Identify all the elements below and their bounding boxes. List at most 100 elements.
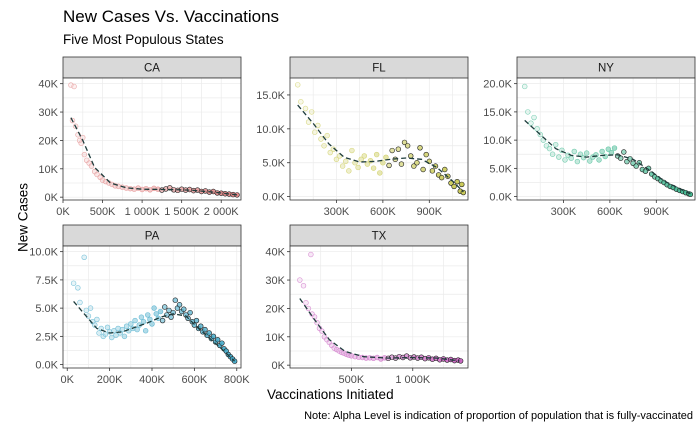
panel-ny: NY 0.0K 5.0K 10.0K 15.0K 20.0K 300K 600K 900K [483, 56, 696, 218]
scatter-point [451, 183, 457, 190]
x-tick-label: 600K [182, 374, 208, 386]
scatter-point [140, 318, 147, 325]
x-axis-label: Vaccinations Initiated [267, 387, 394, 402]
scatter-point [75, 285, 81, 291]
y-tick-label: 40K [265, 247, 285, 259]
scatter-point [210, 333, 217, 340]
x-tick-label: 300K [551, 206, 577, 218]
trend-line [297, 104, 464, 193]
scatter-point [166, 307, 172, 314]
y-tick-label: 30K [38, 107, 58, 119]
scatter-point [596, 157, 602, 163]
scatter-point [534, 126, 540, 132]
y-tick-label: 10.0K [29, 247, 58, 259]
trend-line [70, 117, 238, 196]
scatter-point [109, 334, 115, 341]
scatter-point [298, 99, 304, 105]
scatter-point [373, 151, 380, 158]
scatter-point [587, 158, 593, 164]
scatter-point [98, 325, 104, 332]
scatter-point [77, 299, 83, 306]
chart-subtitle: Five Most Populous States [63, 32, 224, 47]
scatter-point [549, 151, 556, 157]
scatter-point [389, 147, 395, 154]
scatter-point [525, 109, 531, 115]
y-tick-label: 0K [272, 360, 286, 372]
scatter-point [546, 145, 553, 152]
scatter-point [149, 321, 155, 327]
scatter-point [355, 164, 361, 171]
facet-strip-label: NY [598, 63, 614, 75]
scatter-point [343, 158, 349, 165]
facet-strip-label: FL [372, 63, 386, 75]
panel-background [290, 246, 468, 368]
panel-ca: CA 0K 10K 20K 30K 40K 0K 500K 1 000K 1 500K 2 000K [38, 56, 242, 218]
panel-border [289, 77, 469, 201]
scatter-point [364, 161, 371, 167]
scatter-point [153, 311, 159, 317]
scatter-point [454, 179, 460, 185]
scatter-point [138, 314, 145, 320]
scatter-point [423, 151, 429, 158]
scatter-point [324, 132, 330, 139]
scatter-point [151, 305, 157, 311]
x-tick-label: 300K [324, 206, 350, 218]
y-tick-label: 0K [45, 192, 59, 204]
chart-title: New Cases Vs. Vaccinations [63, 7, 280, 26]
scatter-point [571, 148, 577, 155]
scatter-point [104, 324, 111, 331]
scatter-point [70, 280, 77, 286]
scatter-point [442, 166, 448, 173]
scatter-point [420, 166, 426, 173]
scatter-point [193, 317, 200, 324]
scatter-point [71, 83, 77, 90]
scatter-point [172, 297, 179, 303]
scatter-point [580, 154, 587, 161]
y-tick-label: 10.0K [483, 135, 512, 147]
scatter-point [448, 180, 454, 186]
scatter-point [87, 305, 94, 311]
scatter-point [134, 326, 140, 333]
scatter-point [99, 177, 106, 183]
scatter-point [162, 304, 168, 310]
scatter-point [633, 163, 639, 169]
scatter-point [605, 146, 612, 152]
y-tick-label: 7.5K [35, 275, 58, 287]
scatter-point [302, 105, 309, 112]
scatter-point [438, 174, 445, 181]
scatter-point [583, 150, 590, 156]
scatter-point [346, 168, 352, 174]
scatter-point [187, 309, 193, 316]
x-tick-label: 1 500K [164, 206, 200, 218]
scatter-point [297, 277, 303, 283]
scatter-point [88, 163, 95, 169]
panel-background [63, 78, 241, 200]
scatter-point [128, 321, 134, 327]
facet-strip-label: CA [144, 63, 160, 75]
x-tick-label: 400K [139, 374, 165, 386]
x-tick-label: 0K [56, 206, 70, 218]
panel-tx: TX 0K 10K 20K 30K 40K 500K 1 000K [265, 224, 469, 386]
scatter-point [168, 314, 174, 320]
scatter-point [176, 302, 183, 308]
trend-line [73, 300, 236, 362]
x-tick-label: 500K [339, 374, 365, 386]
scatter-point [159, 317, 166, 324]
caption-note: Note: Alpha Level is indication of propo… [304, 410, 693, 422]
scatter-point [599, 148, 605, 155]
scatter-point [295, 82, 301, 88]
scatter-point [145, 312, 151, 318]
scatter-point [303, 300, 309, 306]
scatter-point [528, 120, 534, 126]
panel-background [290, 78, 468, 200]
scatter-point [370, 165, 377, 171]
y-tick-label: 10K [265, 332, 285, 344]
scatter-point [460, 189, 467, 196]
scatter-point [621, 149, 627, 155]
x-tick-label: 1 000K [125, 206, 161, 218]
scatter-point [308, 109, 315, 115]
scatter-point [142, 328, 149, 334]
scatter-point [113, 332, 119, 338]
y-tick-label: 10K [38, 164, 58, 176]
